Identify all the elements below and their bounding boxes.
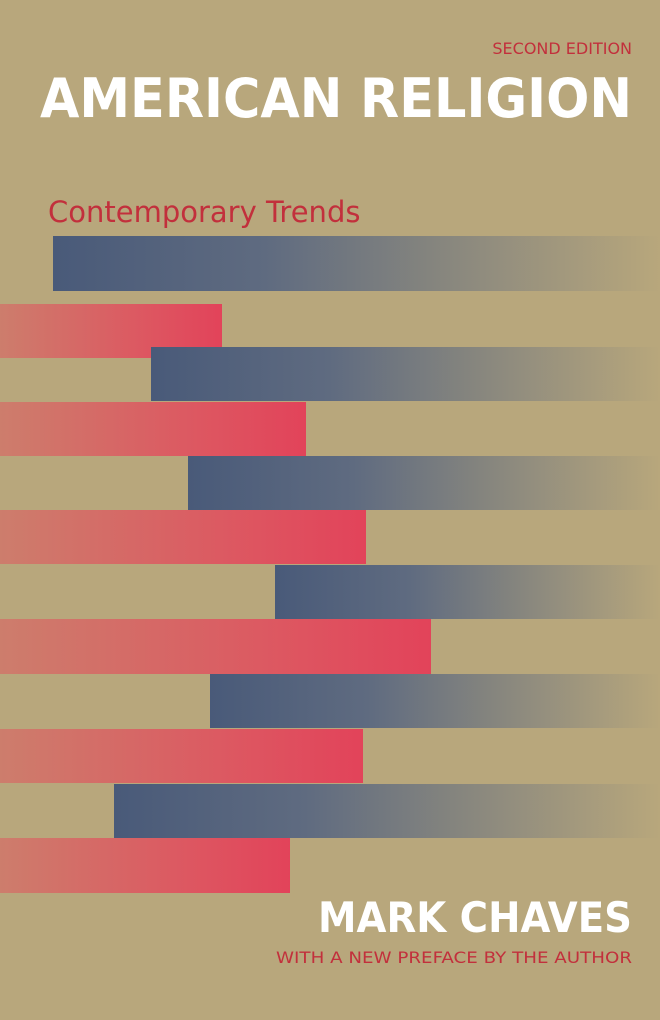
edition: SECOND EDITION — [492, 39, 632, 58]
title: AMERICAN RELIGION — [40, 67, 632, 130]
blue-bar — [151, 347, 660, 401]
blue-bar — [210, 674, 660, 728]
red-bar — [0, 838, 290, 893]
blue-bar — [114, 784, 660, 838]
red-bar — [0, 510, 366, 564]
preface-note: WITH A NEW PREFACE BY THE AUTHOR — [276, 948, 632, 967]
bars — [0, 236, 660, 893]
blue-bar — [53, 236, 660, 291]
red-bar — [0, 729, 363, 783]
blue-bar — [188, 456, 660, 510]
author: MARK CHAVES — [318, 893, 632, 942]
red-bar — [0, 619, 431, 674]
red-bar — [0, 402, 306, 456]
subtitle: Contemporary Trends — [48, 195, 360, 229]
blue-bar — [275, 565, 660, 619]
